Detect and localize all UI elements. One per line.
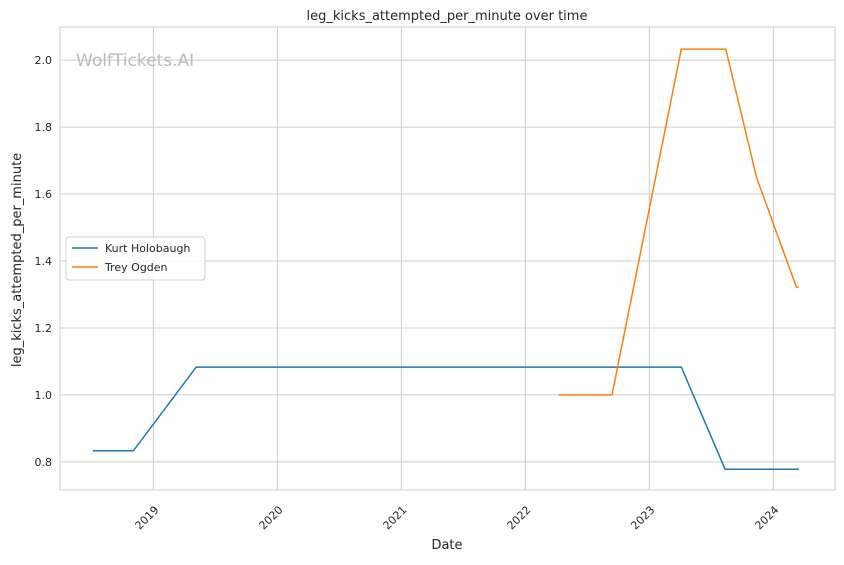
x-tick-label: 2024	[752, 503, 781, 532]
legend: Kurt Holobaugh Trey Ogden	[65, 236, 206, 281]
y-tick-label: 1.2	[35, 322, 53, 335]
x-tick-label: 2020	[257, 503, 286, 532]
y-tick-label: 1.8	[35, 121, 53, 134]
y-tick-label: 1.6	[35, 188, 53, 201]
legend-label: Trey Ogden	[104, 261, 168, 274]
y-tick-label: 0.8	[35, 456, 53, 469]
y-axis-label: leg_kicks_attempted_per_minute	[10, 153, 25, 367]
legend-label: Kurt Holobaugh	[105, 242, 190, 255]
y-tick-label: 1.4	[35, 255, 53, 268]
y-tick-label: 1.0	[35, 389, 53, 402]
x-tick-label: 2023	[628, 503, 657, 532]
series-line-kurt-holobaugh	[92, 366, 799, 470]
x-tick-label: 2021	[381, 503, 410, 532]
x-tick-label: 2019	[133, 503, 162, 532]
watermark: WolfTickets.AI	[76, 51, 194, 71]
x-tick-label: 2022	[505, 503, 534, 532]
y-tick-label: 2.0	[35, 54, 53, 67]
series-line-trey-ogden	[558, 48, 799, 396]
chart-title: leg_kicks_attempted_per_minute over time	[307, 9, 588, 24]
x-axis-label: Date	[431, 538, 462, 553]
